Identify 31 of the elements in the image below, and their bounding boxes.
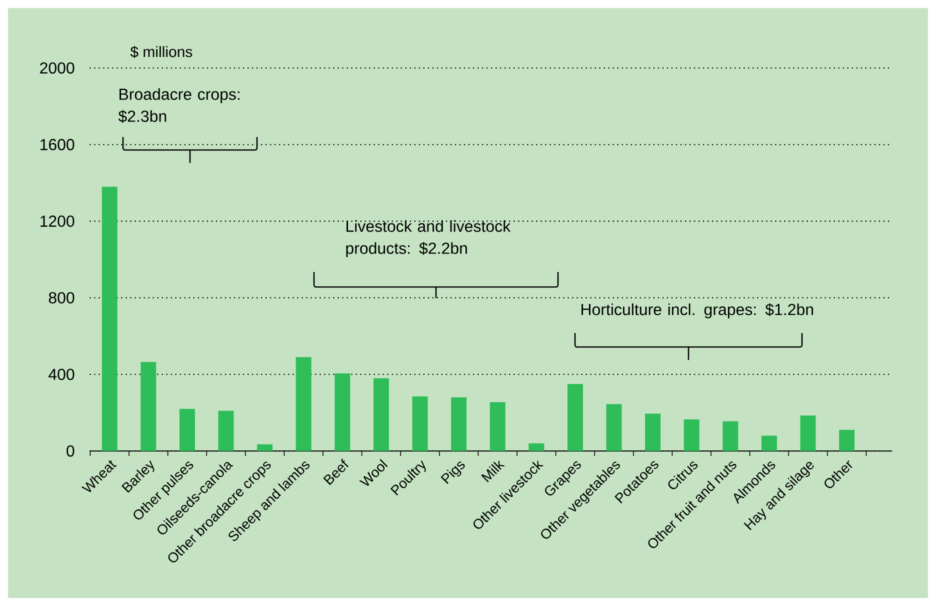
bar [645, 414, 661, 451]
bar [839, 430, 855, 451]
bar [257, 444, 273, 451]
y-tick-label: 2000 [40, 62, 74, 74]
annotation: Livestock and livestock products: $2.2bn [346, 220, 511, 258]
bar [528, 443, 544, 451]
annotation: Broadacre crops: $2.3bn [118, 88, 240, 123]
bar [218, 410, 234, 451]
bar [567, 384, 583, 451]
x-tick-label: Pigs [440, 462, 465, 484]
bar [296, 357, 312, 451]
y-tick-label: 1600 [40, 138, 74, 150]
bar [373, 378, 389, 451]
y-axis-title: $ millions [130, 46, 192, 58]
annotation: Horticulture incl. grapes: $1.2bn [582, 303, 814, 318]
bar [606, 404, 622, 451]
bar [722, 421, 738, 451]
y-tick-label: 0 [66, 445, 74, 457]
y-tick-label: 1200 [40, 216, 74, 227]
bar [412, 396, 428, 451]
bar [800, 416, 816, 451]
y-tick-label: 400 [48, 368, 74, 380]
bar [334, 373, 350, 451]
bar [490, 402, 506, 451]
bar [140, 362, 156, 451]
bar [761, 436, 777, 451]
bar [102, 186, 118, 451]
bar [451, 397, 467, 451]
y-tick-label: 800 [48, 292, 74, 304]
bar [179, 408, 195, 451]
bar [684, 419, 700, 451]
